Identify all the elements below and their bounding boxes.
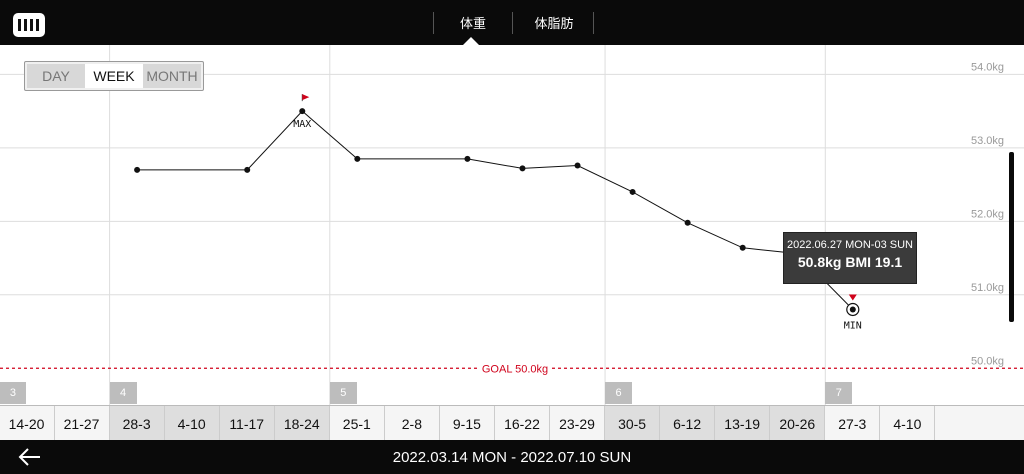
y-tick-label: 50.0kg [971,355,1004,367]
max-label: MAX [293,119,311,130]
period-switch: DAY WEEK MONTH [24,61,204,91]
tab-separator [512,12,513,34]
min-label: MIN [844,320,862,331]
data-tooltip: 2022.06.27 MON-03 SUN 50.8kg BMI 19.1 [783,232,917,284]
app-logo-icon[interactable] [12,12,46,38]
weight-line-chart[interactable]: 50.0kg 51.0kg 52.0kg 53.0kg 54.0kg GOAL 50.0… [0,45,1024,405]
month-tag: 5 [329,382,357,404]
data-point [574,162,581,169]
week-cell[interactable]: 2-8 [385,406,440,441]
tooltip-date: 2022.06.27 MON-03 SUN [787,239,913,251]
data-point [849,306,856,313]
week-cell[interactable]: 18-24 [274,406,330,441]
tab-separator [433,12,434,34]
week-cell[interactable]: 9-15 [440,406,495,441]
week-cell[interactable]: 20-26 [770,406,826,441]
week-cell[interactable]: 4-10 [880,406,936,441]
y-tick-label: 52.0kg [971,208,1004,220]
week-cell[interactable]: 21-27 [55,406,110,441]
vertical-scrollbar[interactable] [1009,152,1014,322]
max-flag-icon [302,94,310,101]
data-point [519,165,526,172]
week-cell[interactable]: 16-22 [495,406,550,441]
week-cell[interactable]: 4-10 [164,406,220,441]
data-point [354,155,361,162]
month-tag: 6 [605,382,633,404]
week-cell[interactable]: 23-29 [550,406,606,441]
data-point [244,166,251,173]
goal-label: GOAL 50.0kg [482,363,548,375]
data-point [739,244,746,251]
week-cell[interactable]: 30-5 [605,406,661,441]
week-cell[interactable]: 27-3 [825,406,881,441]
goal-label-bg [478,361,552,376]
week-cell[interactable]: 6-12 [660,406,716,441]
month-tag: 3 [0,382,27,404]
date-range: 2022.03.14 MON - 2022.07.10 SUN [392,448,632,466]
tooltip-value: 50.8kg BMI 19.1 [797,254,903,270]
week-cell[interactable]: 11-17 [219,406,275,441]
period-day-button[interactable]: DAY [27,64,85,88]
month-tag: 4 [109,382,137,404]
month-tag: 7 [825,382,853,404]
top-bar: 体重 体脂肪 [0,0,1024,45]
week-axis: 14-20 21-27 28-3 4-10 11-17 18-24 25-1 2-8 9-15 1… [0,405,1024,441]
week-cell[interactable]: 28-3 [109,406,165,441]
week-cell[interactable]: 25-1 [330,406,385,441]
tab-body-fat[interactable]: 体脂肪 [534,17,574,32]
period-week-button[interactable]: WEEK [85,64,143,88]
tab-separator [593,12,594,34]
data-point [684,219,691,226]
week-cell[interactable]: 14-20 [0,406,55,441]
y-tick-label: 53.0kg [971,135,1004,147]
week-cell[interactable]: 13-19 [715,406,771,441]
data-point [629,188,636,195]
back-arrow-icon[interactable] [18,447,42,467]
data-point [299,108,306,115]
tab-weight[interactable]: 体重 [459,17,486,32]
y-tick-label: 51.0kg [971,282,1004,294]
y-tick-label: 54.0kg [971,61,1004,73]
min-pointer-icon [848,294,857,301]
data-point [134,166,141,173]
bottom-bar: 2022.03.14 MON - 2022.07.10 SUN [0,440,1024,474]
active-tab-caret-icon [463,37,479,45]
data-point [464,155,471,162]
period-month-button[interactable]: MONTH [143,64,201,88]
weight-series-line [137,110,854,310]
